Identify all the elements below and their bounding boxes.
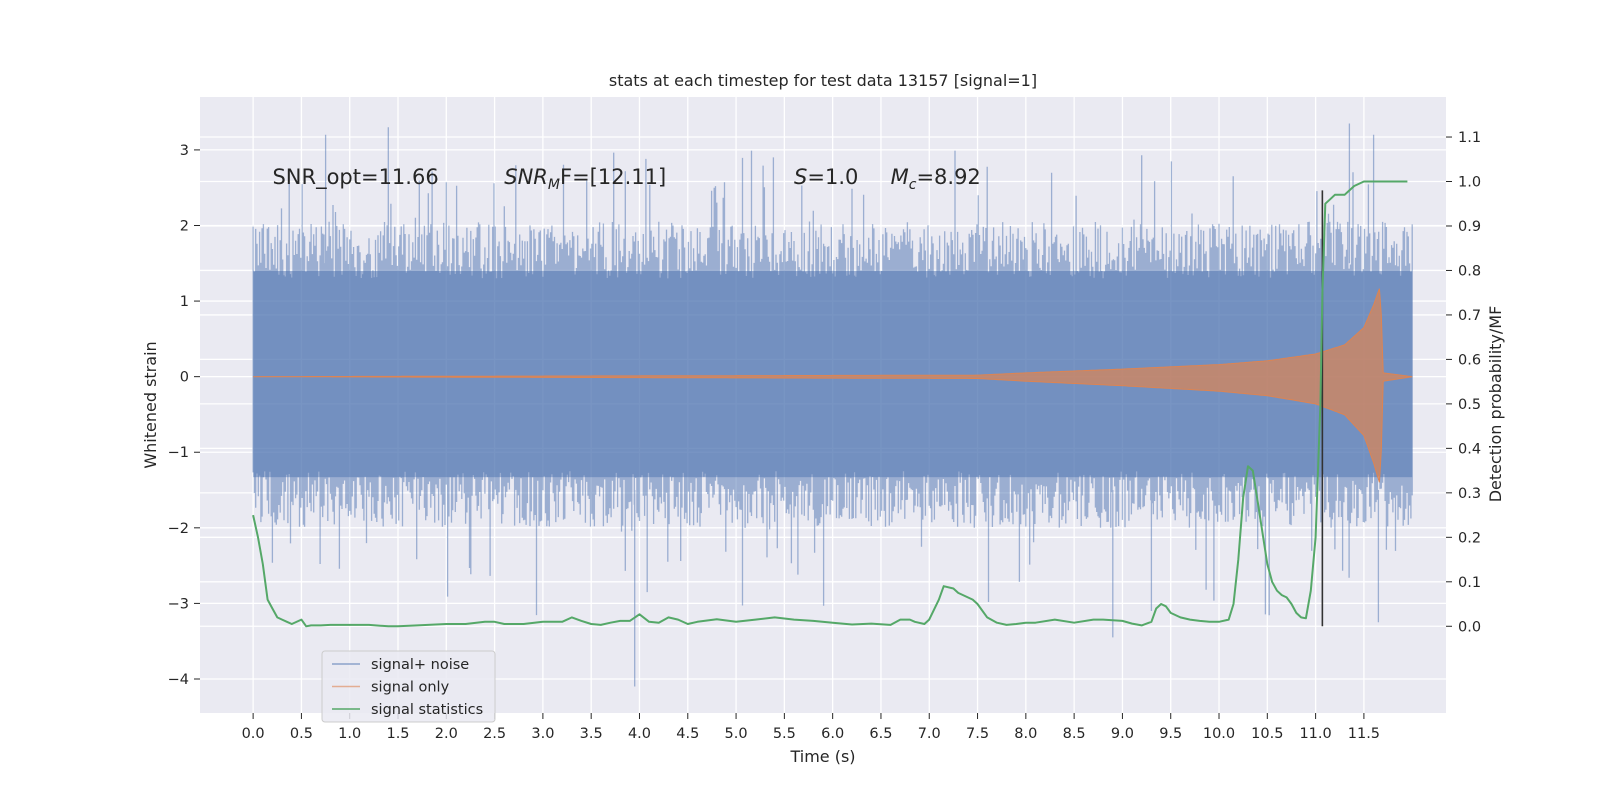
x-tick-label: 11.5 [1348,726,1380,742]
x-tick-label: 9.5 [1159,726,1182,742]
x-tick-label: 0.5 [290,726,313,742]
x-tick-label: 8.0 [1014,726,1037,742]
y2-tick-label: 0.9 [1458,219,1481,235]
legend-box [321,650,496,723]
y2-tick-label: 0.1 [1458,575,1481,591]
annotations: SNR_opt=11.66 SNRMF=[12.11] S=1.0 Mc=8.9… [272,165,980,193]
y-axis-ticks: −4 −3 −2 −1 0 1 2 3 [168,143,200,688]
signal-statistics-line [252,180,1408,628]
series-signal-only [253,288,1413,483]
y2-tick-label: 0.3 [1458,486,1481,502]
x-tick-label: 9.0 [1111,726,1134,742]
x-tick-label: 7.5 [966,726,989,742]
y-tick-label: −1 [168,445,189,461]
y2-axis-label: Detection probability/MF [1486,306,1505,503]
series-signal-statistics [252,180,1408,628]
x-tick-label: 3.0 [531,726,554,742]
y2-tick-label: 0.5 [1458,397,1481,413]
y2-tick-label: 0.2 [1458,530,1481,546]
annotation-mc-value: =8.92 [916,165,980,189]
x-tick-label: 0.0 [242,726,265,742]
x-tick-label: 11.0 [1299,726,1331,742]
chart-title: stats at each timestep for test data 131… [609,71,1037,90]
annotation-mc-sub: c [909,177,917,193]
y-tick-label: −3 [168,596,189,612]
x-tick-label: 10.0 [1203,726,1235,742]
x-tick-label: 2.5 [483,726,506,742]
x-tick-label: 4.0 [628,726,651,742]
y-tick-label: 1 [180,294,189,310]
y2-tick-label: 1.1 [1458,130,1481,146]
y-tick-label: 2 [180,218,189,234]
y2-tick-label: 0.4 [1458,441,1481,457]
annotation-snr-mf: SNRMF=[12.11] [504,165,666,193]
y2-tick-label: 1.0 [1458,175,1481,191]
x-axis-ticks: 0.0 0.5 1.0 1.5 2.0 2.5 3.0 3.5 4.0 4.5 5.0 5.5 6.0 6… [242,713,1380,742]
y2-tick-label: 0.8 [1458,263,1481,279]
x-tick-label: 2.0 [435,726,458,742]
y2-axis-ticks: 0.0 0.1 0.2 0.3 0.4 0.5 0.6 0.7 0.8 0.9 1.0 1.1 [1446,130,1481,635]
annotation-mc: Mc=8.92 [891,165,981,193]
y-tick-label: −2 [168,521,189,537]
annotation-snr-mf-value: F=[12.11] [560,165,666,189]
y-tick-label: 3 [180,143,189,159]
y2-tick-label: 0.0 [1458,619,1481,635]
x-tick-label: 1.5 [386,726,409,742]
x-tick-label: 6.5 [869,726,892,742]
x-tick-label: 5.0 [725,726,748,742]
x-tick-label: 4.5 [676,726,699,742]
annotation-s-value: =1.0 [807,165,858,189]
signal-only-envelope [253,288,1413,483]
annotation-snr-mf-base: SNR [504,165,548,189]
annotation-s-base: S [794,165,807,189]
x-tick-label: 7.0 [918,726,941,742]
annotation-snr-mf-sub: M [548,177,560,193]
x-tick-label: 8.5 [1063,726,1086,742]
y-tick-label: −4 [168,672,189,688]
x-tick-label: 6.0 [821,726,844,742]
x-tick-label: 3.5 [580,726,603,742]
legend: signal+ noise signal only signal statist… [321,650,496,723]
x-tick-label: 10.5 [1251,726,1283,742]
y-axis-label: Whitened strain [141,341,160,468]
legend-label-signal-statistics: signal statistics [371,702,483,718]
y2-tick-label: 0.6 [1458,352,1481,368]
annotation-s: S=1.0 [794,165,858,189]
y-tick-label: 0 [180,370,189,386]
annotation-snr-opt: SNR_opt=11.66 [272,165,438,190]
legend-label-signal-noise: signal+ noise [371,657,469,673]
x-axis-label: Time (s) [789,747,855,766]
annotation-mc-base: M [891,165,909,189]
legend-label-signal-only: signal only [371,680,450,696]
y2-tick-label: 0.7 [1458,308,1481,324]
x-tick-label: 1.0 [338,726,361,742]
x-tick-label: 5.5 [773,726,796,742]
